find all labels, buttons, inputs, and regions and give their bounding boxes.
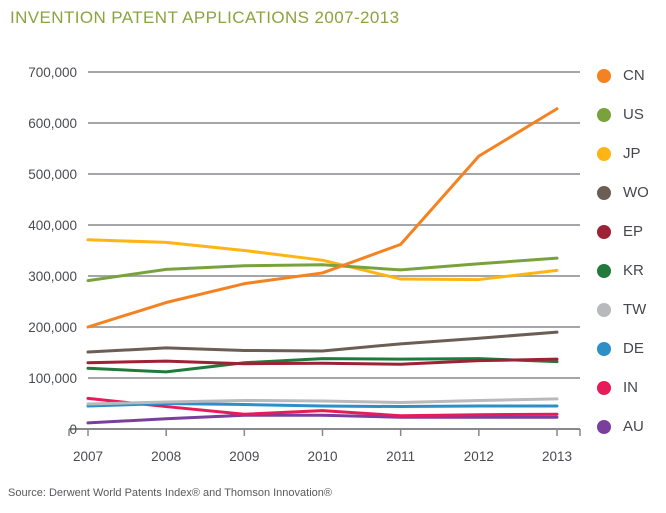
legend-dot-kr	[597, 263, 611, 278]
series-line-ep	[86, 357, 559, 366]
legend-label: WO	[623, 184, 649, 201]
series-line-wo	[86, 330, 559, 354]
legend-dot-us	[597, 107, 611, 122]
legend-item-ep: EP	[597, 212, 649, 251]
series-line-kr	[86, 357, 559, 374]
legend-dot-au	[597, 419, 611, 434]
legend: CN US JP WO EP KR TW DE IN AU	[597, 56, 649, 446]
legend-label: JP	[623, 145, 641, 162]
legend-item-us: US	[597, 95, 649, 134]
gridlines	[88, 71, 580, 379]
legend-item-au: AU	[597, 407, 649, 446]
legend-label: KR	[623, 262, 644, 279]
x-tick-label: 2011	[386, 449, 415, 464]
y-tick-label: 100,000	[28, 371, 77, 386]
series-line-cn	[86, 107, 559, 329]
y-tick-label: 200,000	[28, 320, 77, 335]
series-line-tw	[86, 397, 559, 406]
legend-label: DE	[623, 340, 644, 357]
y-tick-label: 600,000	[28, 116, 77, 131]
source-note: Source: Derwent World Patents Index® and…	[8, 487, 332, 499]
legend-dot-de	[597, 341, 611, 356]
series-line-us	[86, 256, 559, 283]
y-tick-label: 700,000	[28, 65, 77, 80]
series-line-in	[86, 396, 559, 418]
x-tick-label: 2010	[307, 449, 337, 464]
legend-dot-wo	[597, 185, 611, 200]
legend-label: TW	[623, 301, 647, 318]
x-tick-label: 2012	[464, 449, 494, 464]
legend-label: EP	[623, 223, 644, 240]
y-tick-labels: 0 100,000 200,000 300,000 400,000 500,000 600,…	[28, 65, 77, 437]
x-tick-label: 2007	[73, 449, 103, 464]
x-tick-labels: 2007 2008 2009 2010 2011 2012 2013	[73, 449, 572, 464]
legend-dot-cn	[597, 68, 611, 83]
x-tick-label: 2008	[151, 449, 181, 464]
legend-item-de: DE	[597, 329, 649, 368]
legend-item-jp: JP	[597, 134, 649, 173]
series-lines	[86, 107, 559, 425]
legend-item-tw: TW	[597, 290, 649, 329]
y-tick-label: 0	[69, 422, 77, 437]
legend-dot-ep	[597, 224, 611, 239]
legend-dot-jp	[597, 146, 611, 161]
legend-label: US	[623, 106, 644, 123]
series-line-jp	[86, 238, 559, 282]
legend-label: AU	[623, 418, 644, 435]
x-tick-label: 2009	[229, 449, 259, 464]
legend-item-cn: CN	[597, 56, 649, 95]
legend-item-kr: KR	[597, 251, 649, 290]
y-tick-label: 300,000	[28, 269, 77, 284]
legend-label: CN	[623, 67, 645, 84]
legend-dot-in	[597, 380, 611, 395]
y-tick-label: 500,000	[28, 167, 77, 182]
y-tick-label: 400,000	[28, 218, 77, 233]
x-axis	[68, 428, 581, 436]
legend-item-wo: WO	[597, 173, 649, 212]
series-line-au	[86, 413, 559, 425]
legend-label: IN	[623, 379, 638, 396]
x-tick-label: 2013	[542, 449, 572, 464]
page-title: INVENTION PATENT APPLICATIONS 2007-2013	[10, 8, 400, 27]
series-line-de	[86, 402, 559, 409]
legend-dot-tw	[597, 302, 611, 317]
legend-item-in: IN	[597, 368, 649, 407]
